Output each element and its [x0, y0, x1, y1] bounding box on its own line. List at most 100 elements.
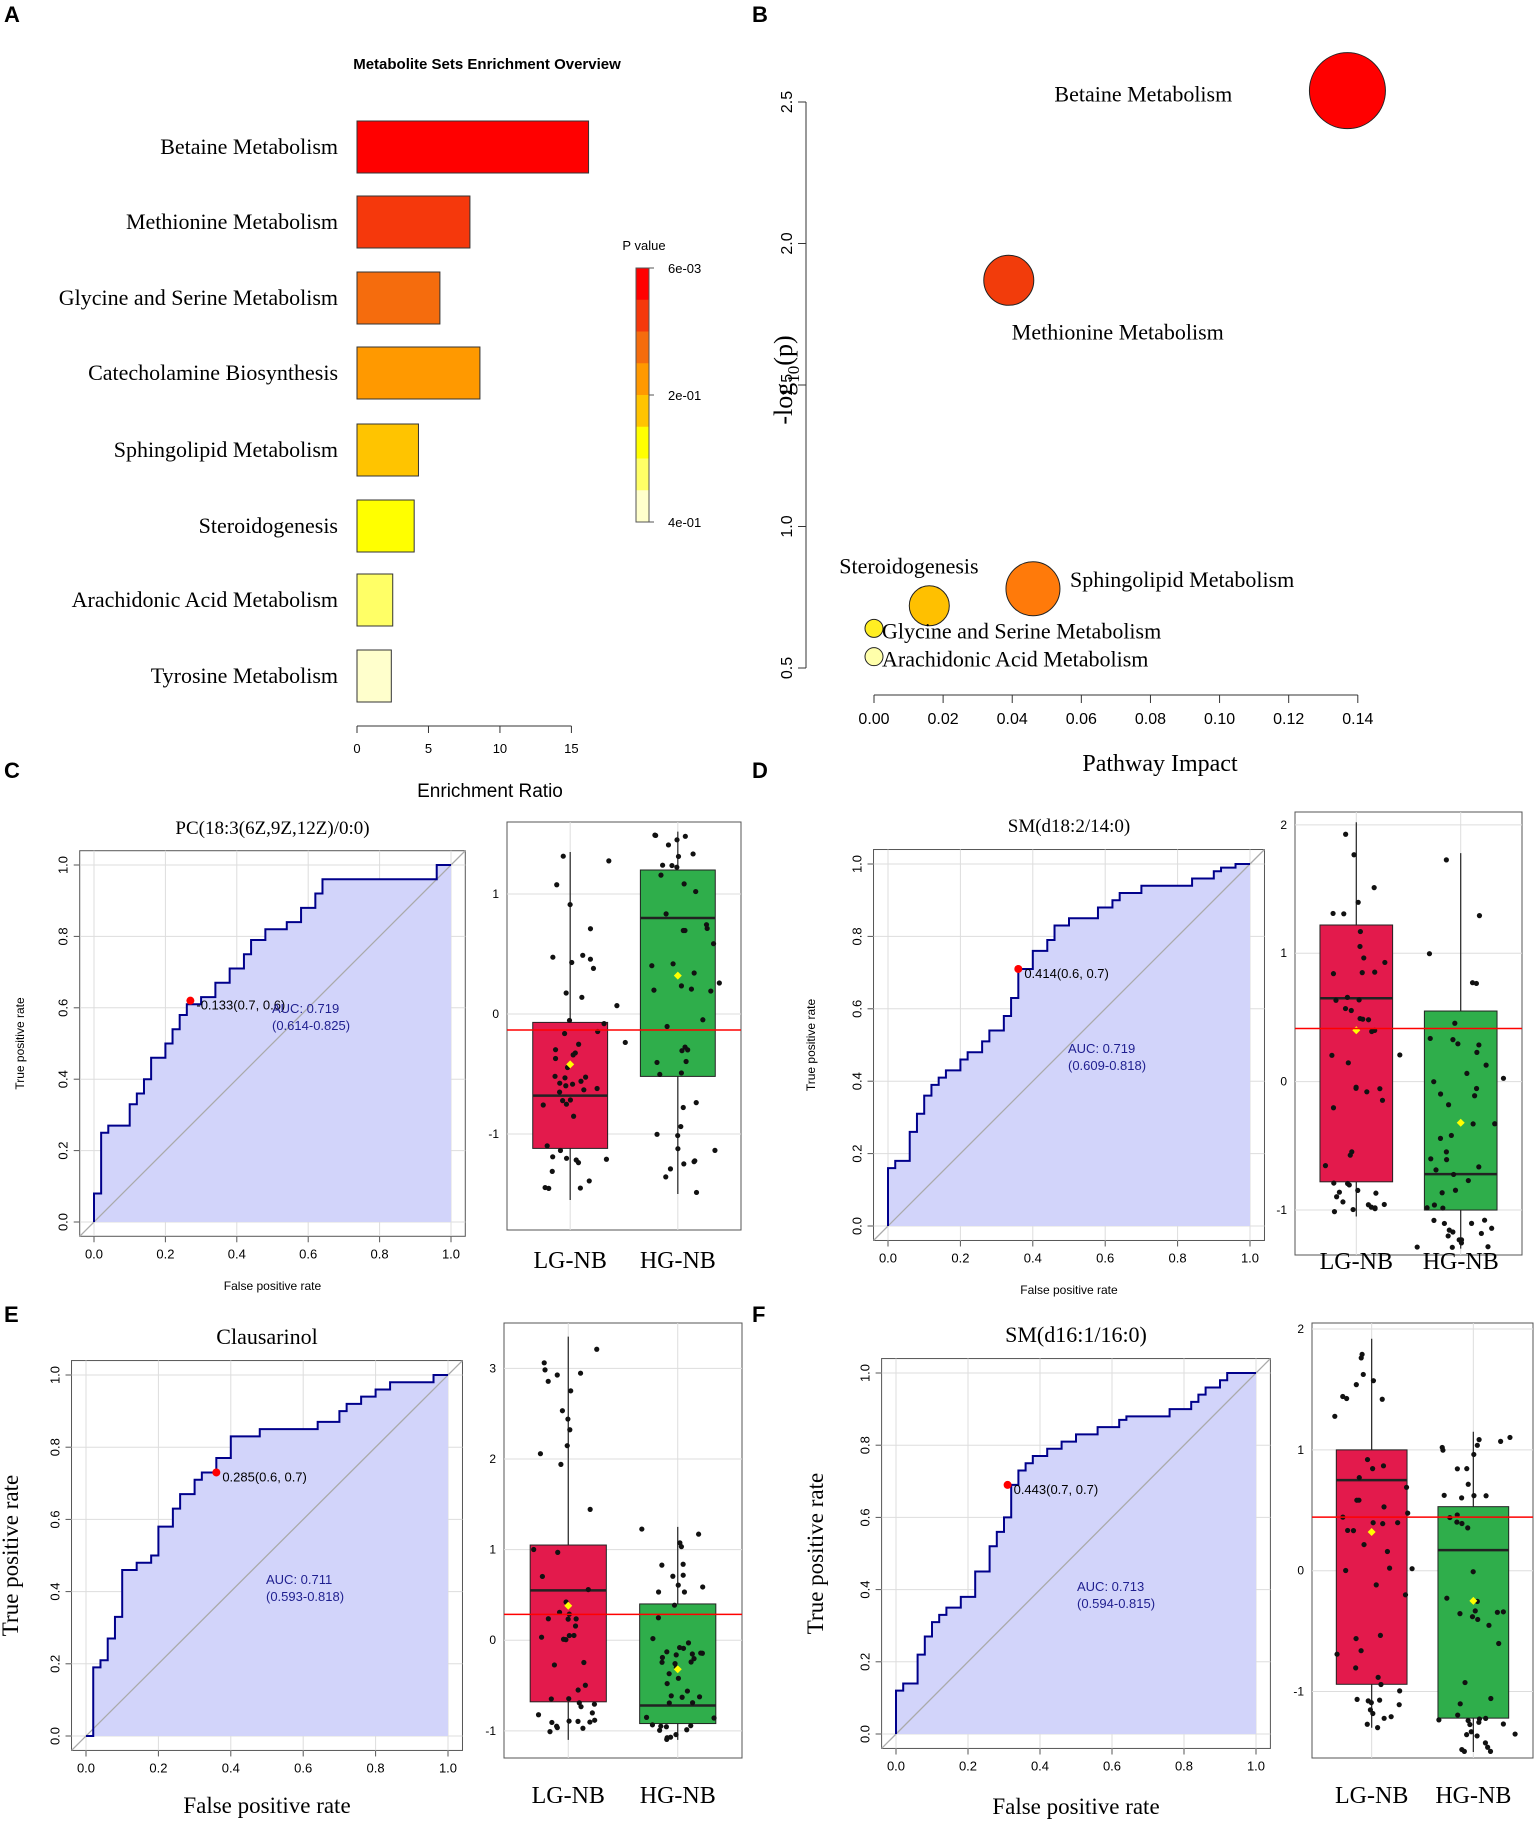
- jitter-point: [1353, 1665, 1359, 1671]
- jitter-point: [1485, 1244, 1491, 1250]
- y-tick-label: 0.4: [56, 1070, 71, 1088]
- jitter-point: [1405, 1510, 1411, 1516]
- box-y-tick-label: 1: [492, 887, 499, 901]
- x-tick-label: 0.10: [1204, 711, 1235, 728]
- jitter-point: [542, 1184, 548, 1191]
- jitter-point: [1364, 1089, 1370, 1095]
- jitter-point: [674, 864, 680, 870]
- jitter-point: [550, 1154, 556, 1160]
- x-tick-label: 0.2: [149, 1760, 167, 1775]
- y-axis-title: True positive rate: [0, 1475, 23, 1636]
- jitter-point: [535, 1712, 542, 1718]
- x-tick-label: 0.6: [1096, 1250, 1114, 1265]
- jitter-point: [1360, 1371, 1366, 1378]
- jitter-point: [1445, 1102, 1452, 1108]
- y-tick-label: 0.8: [48, 1438, 63, 1456]
- bubble-5: [864, 618, 884, 638]
- jitter-point: [1431, 1217, 1437, 1223]
- jitter-point: [545, 1616, 551, 1622]
- jitter-point: [575, 1687, 581, 1693]
- y-tick-label: 0.0: [48, 1727, 63, 1745]
- jitter-point: [1350, 1528, 1357, 1534]
- bubble-label: Steroidogenesis: [839, 554, 978, 579]
- jitter-point: [1496, 1640, 1502, 1647]
- x-tick-label: 0: [353, 741, 360, 756]
- jitter-point: [689, 1651, 695, 1657]
- jitter-point: [675, 853, 682, 860]
- jitter-point: [666, 1671, 672, 1677]
- jitter-point: [1426, 951, 1433, 957]
- roc-panel-c: -0.133(0.7, 0.6)AUC: 0.719 (0.614-0.825) 0…: [13, 818, 742, 1293]
- x-tick-label: 0.14: [1342, 711, 1373, 728]
- jitter-point: [1357, 928, 1363, 935]
- jitter-point: [681, 1589, 688, 1595]
- jitter-point: [654, 1059, 660, 1066]
- jitter-point: [1441, 1220, 1447, 1227]
- jitter-point: [1345, 1060, 1351, 1066]
- jitter-point: [566, 1718, 572, 1724]
- jitter-point: [558, 1461, 564, 1467]
- box-y-tick-label: -1: [1293, 1685, 1304, 1699]
- jitter-point: [1443, 857, 1449, 863]
- jitter-point: [680, 1104, 686, 1111]
- roc-curve: [887, 863, 1250, 1226]
- y-tick-label: 1.0: [779, 515, 796, 537]
- jitter-point: [1355, 899, 1361, 905]
- jitter-point: [1487, 1748, 1494, 1754]
- jitter-point: [582, 1682, 588, 1688]
- jitter-point: [1427, 1035, 1433, 1042]
- bar-2: [356, 195, 471, 249]
- jitter-point: [1476, 1164, 1482, 1170]
- jitter-point: [673, 1731, 679, 1738]
- panel-letter-d: D: [752, 758, 768, 783]
- jitter-point: [671, 1602, 678, 1608]
- y-tick-label: 1.0: [850, 855, 865, 873]
- y-tick-label: 2.0: [779, 232, 796, 254]
- jitter-point: [1365, 1698, 1371, 1704]
- jitter-point: [587, 956, 594, 962]
- box-lg-nb: [1335, 1449, 1408, 1685]
- jitter-point: [1386, 1565, 1393, 1571]
- jitter-point: [659, 1659, 665, 1665]
- jitter-point: [678, 1070, 684, 1076]
- jitter-point: [1379, 1396, 1385, 1402]
- jitter-point: [658, 872, 664, 878]
- jitter-point: [672, 1660, 678, 1667]
- jitter-point: [1375, 1725, 1381, 1731]
- jitter-point: [1396, 1702, 1402, 1708]
- jitter-point: [587, 1506, 593, 1512]
- jitter-point: [693, 1100, 699, 1106]
- jitter-point: [1454, 1512, 1460, 1518]
- jitter-point: [1377, 1632, 1384, 1639]
- jitter-point: [1373, 1582, 1379, 1588]
- jitter-point: [601, 1021, 607, 1027]
- jitter-point: [1345, 1527, 1351, 1534]
- x-axis-title: False positive rate: [224, 1279, 322, 1293]
- jitter-point: [679, 1694, 685, 1700]
- panel-letter-c: C: [4, 758, 20, 783]
- jitter-point: [1483, 1062, 1489, 1068]
- jitter-point: [565, 1416, 571, 1422]
- jitter-point: [1472, 1608, 1478, 1614]
- x-tick-label: 0.6: [294, 1760, 312, 1775]
- jitter-point: [1507, 1434, 1513, 1441]
- x-tick-label: 5: [425, 741, 432, 756]
- jitter-point: [649, 1722, 656, 1728]
- legend-swatch: [636, 268, 649, 301]
- roc-curve: [86, 1374, 448, 1737]
- roc-panel-f: 0.443(0.7, 0.7) AUC: 0.713 (0.594-0.815) 0.…: [803, 1322, 1534, 1819]
- x-axis-title: Pathway Impact: [1082, 751, 1238, 777]
- jitter-point: [579, 994, 585, 1000]
- jitter-point: [571, 1113, 577, 1119]
- jitter-point: [592, 1717, 598, 1723]
- jitter-point: [668, 1734, 674, 1740]
- jitter-point: [1354, 1497, 1360, 1503]
- y-tick-label: 0.5: [779, 657, 796, 679]
- jitter-point: [580, 952, 586, 958]
- mean-marker: [1469, 1596, 1478, 1605]
- jitter-point: [569, 1081, 576, 1087]
- jitter-point: [1353, 1635, 1359, 1642]
- jitter-point: [1371, 885, 1377, 891]
- jitter-point: [564, 1443, 570, 1449]
- pathway-impact-scatter: 0.00 0.02 0.04 0.06 0.08 0.10 0.12 0.14 Pathway …: [769, 52, 1386, 777]
